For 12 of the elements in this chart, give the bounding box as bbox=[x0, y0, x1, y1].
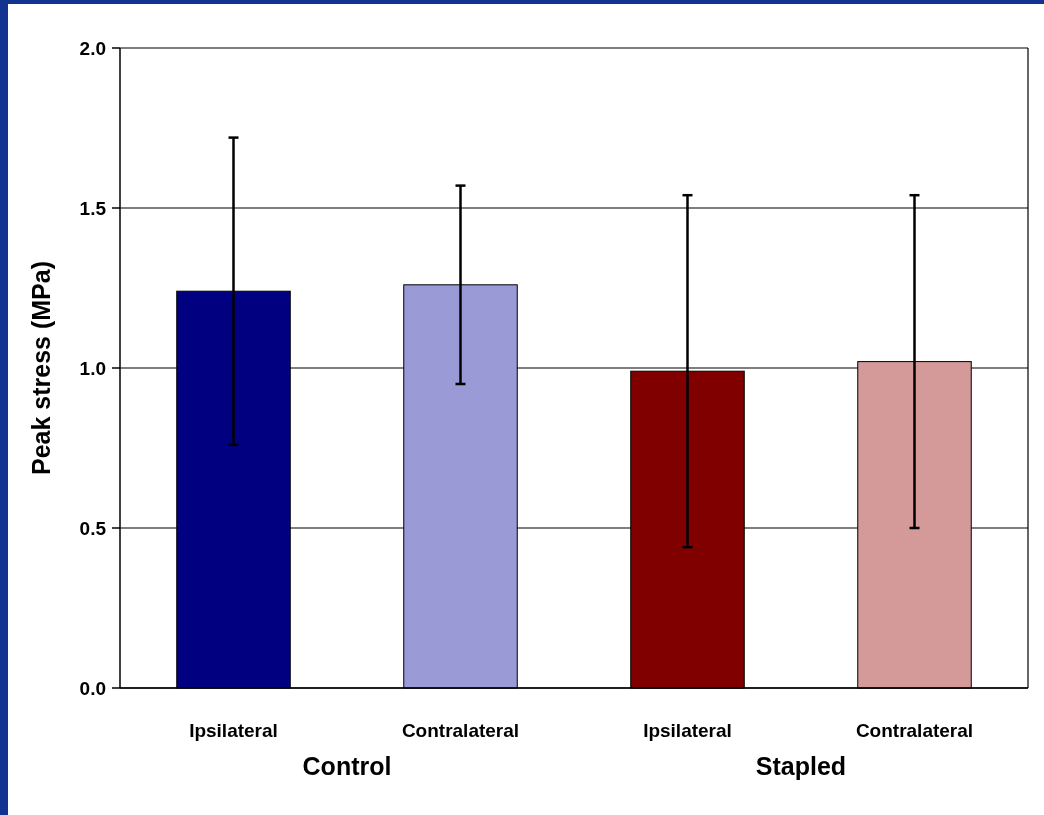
text: Control bbox=[302, 752, 392, 780]
y-tick-label: 1.0 bbox=[79, 357, 106, 379]
y-tick-label: 0.0 bbox=[79, 677, 106, 699]
y-tick-label: 1.5 bbox=[79, 197, 107, 219]
text: Stapled bbox=[755, 752, 847, 780]
x-tick-label: Ipsilateral bbox=[189, 720, 278, 741]
x-tick-label: Contralateral bbox=[855, 720, 974, 741]
y-tick-label: 2.0 bbox=[79, 37, 106, 59]
y-axis-title: Peak stress (MPa) bbox=[27, 260, 55, 476]
x-tick-label: Ipsilateral bbox=[643, 720, 732, 741]
x-tick-label: Contralateral bbox=[401, 720, 520, 741]
y-tick-label: 0.5 bbox=[79, 517, 107, 539]
